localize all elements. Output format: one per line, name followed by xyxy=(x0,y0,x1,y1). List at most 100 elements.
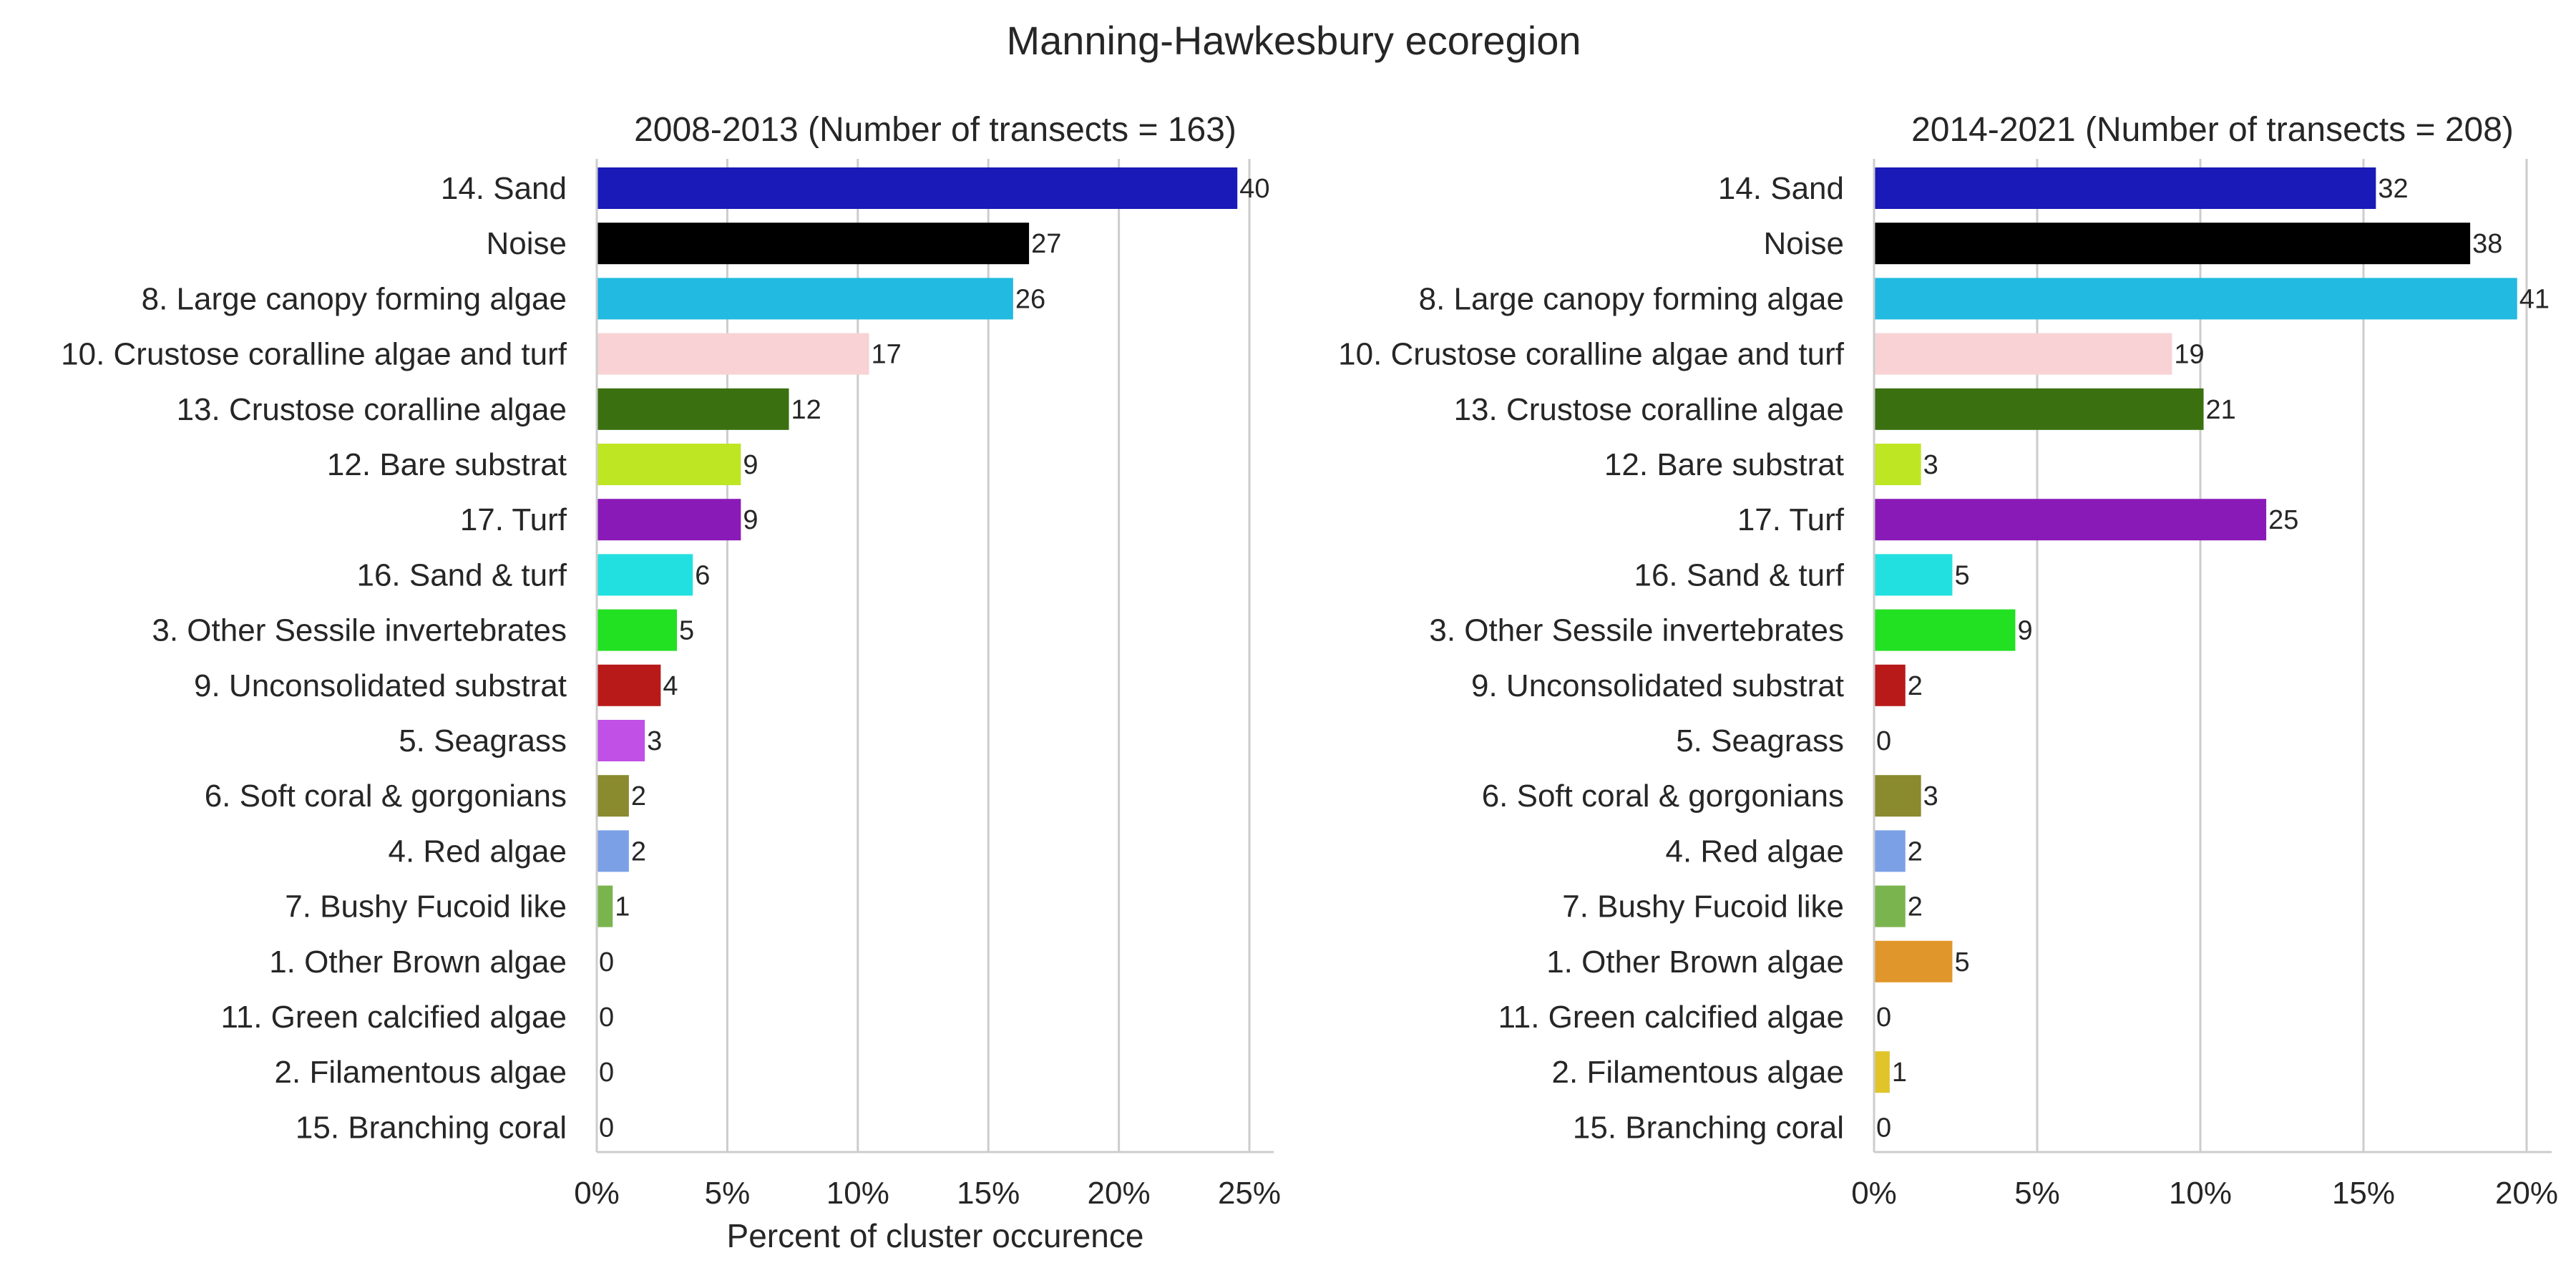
bar xyxy=(1874,388,2204,430)
bar xyxy=(1874,167,2376,209)
data-label: 12 xyxy=(791,395,821,425)
category-label: 9. Unconsolidated substrat xyxy=(194,668,567,703)
bar xyxy=(1874,885,1906,927)
bar xyxy=(1874,1051,1890,1093)
x-tick-label: 10% xyxy=(826,1176,889,1211)
x-tick-label: 20% xyxy=(2495,1176,2558,1211)
bar xyxy=(1874,444,1921,485)
data-label: 40 xyxy=(1239,174,1269,204)
data-label: 26 xyxy=(1015,284,1045,314)
x-tick-label: 15% xyxy=(957,1176,1020,1211)
category-label: 6. Soft coral & gorgonians xyxy=(1482,779,1844,814)
x-tick-label: 25% xyxy=(1218,1176,1281,1211)
bar xyxy=(1874,940,1953,982)
data-label: 17 xyxy=(871,340,901,370)
bar xyxy=(597,333,869,375)
data-label: 0 xyxy=(599,1002,614,1033)
data-label: 2 xyxy=(631,836,646,867)
category-label: 16. Sand & turf xyxy=(1634,557,1844,592)
category-label: 14. Sand xyxy=(441,171,567,206)
bar xyxy=(597,278,1013,320)
data-label: 0 xyxy=(1876,726,1891,756)
data-label: 3 xyxy=(1923,450,1938,480)
bar xyxy=(1874,223,2471,265)
data-label: 38 xyxy=(2472,229,2502,259)
category-label: 7. Bushy Fucoid like xyxy=(1562,889,1844,924)
data-label: 32 xyxy=(2378,174,2408,204)
data-label: 0 xyxy=(599,1113,614,1143)
bar xyxy=(597,720,645,761)
data-label: 9 xyxy=(2017,616,2032,646)
data-label: 3 xyxy=(647,726,662,756)
data-label: 4 xyxy=(663,671,678,701)
figure-title: Manning-Hawkesbury ecoregion xyxy=(1006,18,1581,63)
data-label: 0 xyxy=(599,947,614,977)
bar xyxy=(1874,830,1906,872)
data-label: 27 xyxy=(1031,229,1061,259)
category-label: 14. Sand xyxy=(1718,171,1844,206)
category-label: 16. Sand & turf xyxy=(356,557,567,592)
data-label: 2 xyxy=(1908,892,1923,922)
category-label: Noise xyxy=(1764,226,1845,261)
bar xyxy=(597,444,741,485)
data-label: 5 xyxy=(679,616,694,646)
x-tick-label: 5% xyxy=(2014,1176,2060,1211)
category-label: 8. Large canopy forming algae xyxy=(1419,281,1844,316)
panel-title: 2008-2013 (Number of transects = 163) xyxy=(634,111,1236,149)
category-label: 3. Other Sessile invertebrates xyxy=(152,613,567,648)
bar xyxy=(597,609,677,651)
data-label: 0 xyxy=(1876,1113,1891,1143)
category-label: 4. Red algae xyxy=(388,834,567,869)
data-label: 25 xyxy=(2268,505,2298,535)
data-label: 1 xyxy=(1892,1058,1907,1088)
x-tick-label: 10% xyxy=(2169,1176,2232,1211)
bar xyxy=(1874,333,2172,375)
bar xyxy=(597,388,789,430)
category-label: 12. Bare substrat xyxy=(1604,447,1844,482)
bar xyxy=(1874,278,2517,320)
bar xyxy=(1874,775,1921,817)
category-label: 1. Other Brown algae xyxy=(269,945,567,980)
bar xyxy=(597,499,741,541)
data-label: 2 xyxy=(631,781,646,811)
bar xyxy=(597,775,629,817)
x-tick-label: 0% xyxy=(574,1176,620,1211)
category-label: 5. Seagrass xyxy=(1676,723,1844,758)
bar xyxy=(597,554,693,596)
data-label: 9 xyxy=(743,505,758,535)
category-label: 4. Red algae xyxy=(1665,834,1844,869)
bar xyxy=(597,167,1238,209)
category-label: 2. Filamentous algae xyxy=(1552,1055,1844,1090)
category-label: 1. Other Brown algae xyxy=(1546,945,1844,980)
data-label: 2 xyxy=(1908,836,1923,867)
bar xyxy=(1874,609,2016,651)
bar xyxy=(597,223,1030,265)
category-label: 10. Crustose coralline algae and turf xyxy=(1338,337,1845,372)
category-label: 13. Crustose coralline algae xyxy=(177,392,567,427)
data-label: 19 xyxy=(2174,340,2204,370)
data-label: 41 xyxy=(2519,284,2550,314)
category-label: 17. Turf xyxy=(1737,502,1845,537)
category-label: Noise xyxy=(487,226,567,261)
category-label: 6. Soft coral & gorgonians xyxy=(205,779,567,814)
data-label: 1 xyxy=(615,892,630,922)
x-tick-label: 0% xyxy=(1851,1176,1897,1211)
category-label: 10. Crustose coralline algae and turf xyxy=(61,337,567,372)
bar xyxy=(1874,499,2267,541)
category-label: 17. Turf xyxy=(460,502,567,537)
category-label: 11. Green calcified algae xyxy=(221,1000,567,1035)
data-label: 5 xyxy=(1954,947,1969,977)
category-label: 12. Bare substrat xyxy=(327,447,567,482)
data-label: 9 xyxy=(743,450,758,480)
data-label: 0 xyxy=(1876,1002,1891,1033)
bar xyxy=(597,885,613,927)
data-label: 5 xyxy=(1954,560,1969,590)
bar xyxy=(1874,554,1953,596)
category-label: 2. Filamentous algae xyxy=(275,1055,567,1090)
data-label: 21 xyxy=(2206,395,2236,425)
category-label: 3. Other Sessile invertebrates xyxy=(1429,613,1844,648)
